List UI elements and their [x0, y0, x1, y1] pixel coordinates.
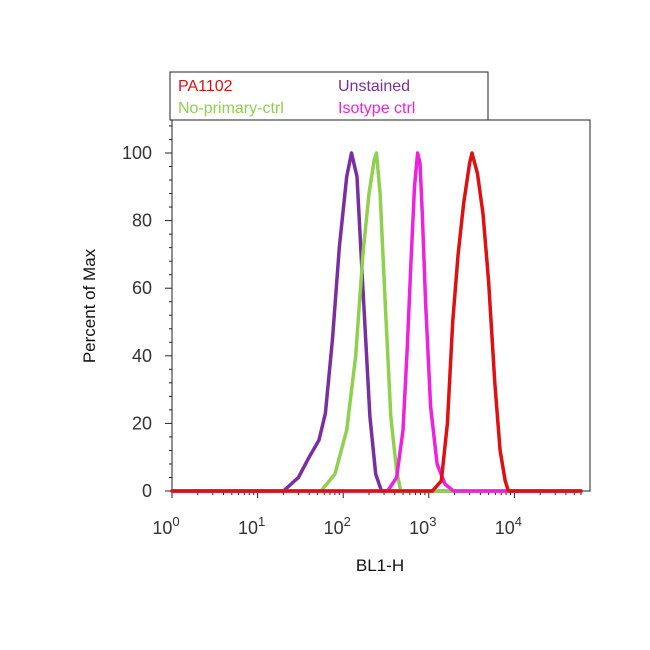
y-axis-ticks: 0 20 40 60 80 100: [122, 125, 172, 501]
series-layer: [170, 151, 583, 493]
series-line-pa1102: [170, 151, 583, 493]
x-axis-title: BL1-H: [356, 556, 404, 575]
y-tick-label: 40: [132, 346, 152, 366]
y-tick-label: 60: [132, 278, 152, 298]
legend-label-unstained: Unstained: [338, 78, 410, 95]
y-tick-label: 80: [132, 211, 152, 231]
x-tick-label: 103: [409, 514, 436, 538]
legend-label-pa1102: PA1102: [178, 78, 233, 95]
y-tick-label: 20: [132, 413, 152, 433]
y-axis-title: Percent of Max: [80, 248, 99, 363]
series-line-isotype-ctrl: [170, 151, 583, 493]
x-tick-label: 101: [238, 514, 265, 538]
x-tick-label: 100: [152, 514, 179, 538]
x-axis-ticks: 100 101 102 103 104: [152, 491, 582, 538]
legend-label-no-primary-ctrl: No-primary-ctrl: [178, 100, 284, 117]
series-line-unstained: [170, 151, 583, 493]
legend-label-isotype-ctrl: Isotype ctrl: [338, 100, 415, 117]
legend-box: [169, 71, 489, 121]
x-tick-label: 104: [495, 514, 522, 538]
y-tick-label: 0: [142, 481, 152, 501]
x-tick-label: 102: [324, 514, 351, 538]
y-tick-label: 100: [122, 143, 152, 163]
series-line-no-primary-ctrl: [170, 151, 583, 493]
plot-frame: [171, 119, 591, 492]
